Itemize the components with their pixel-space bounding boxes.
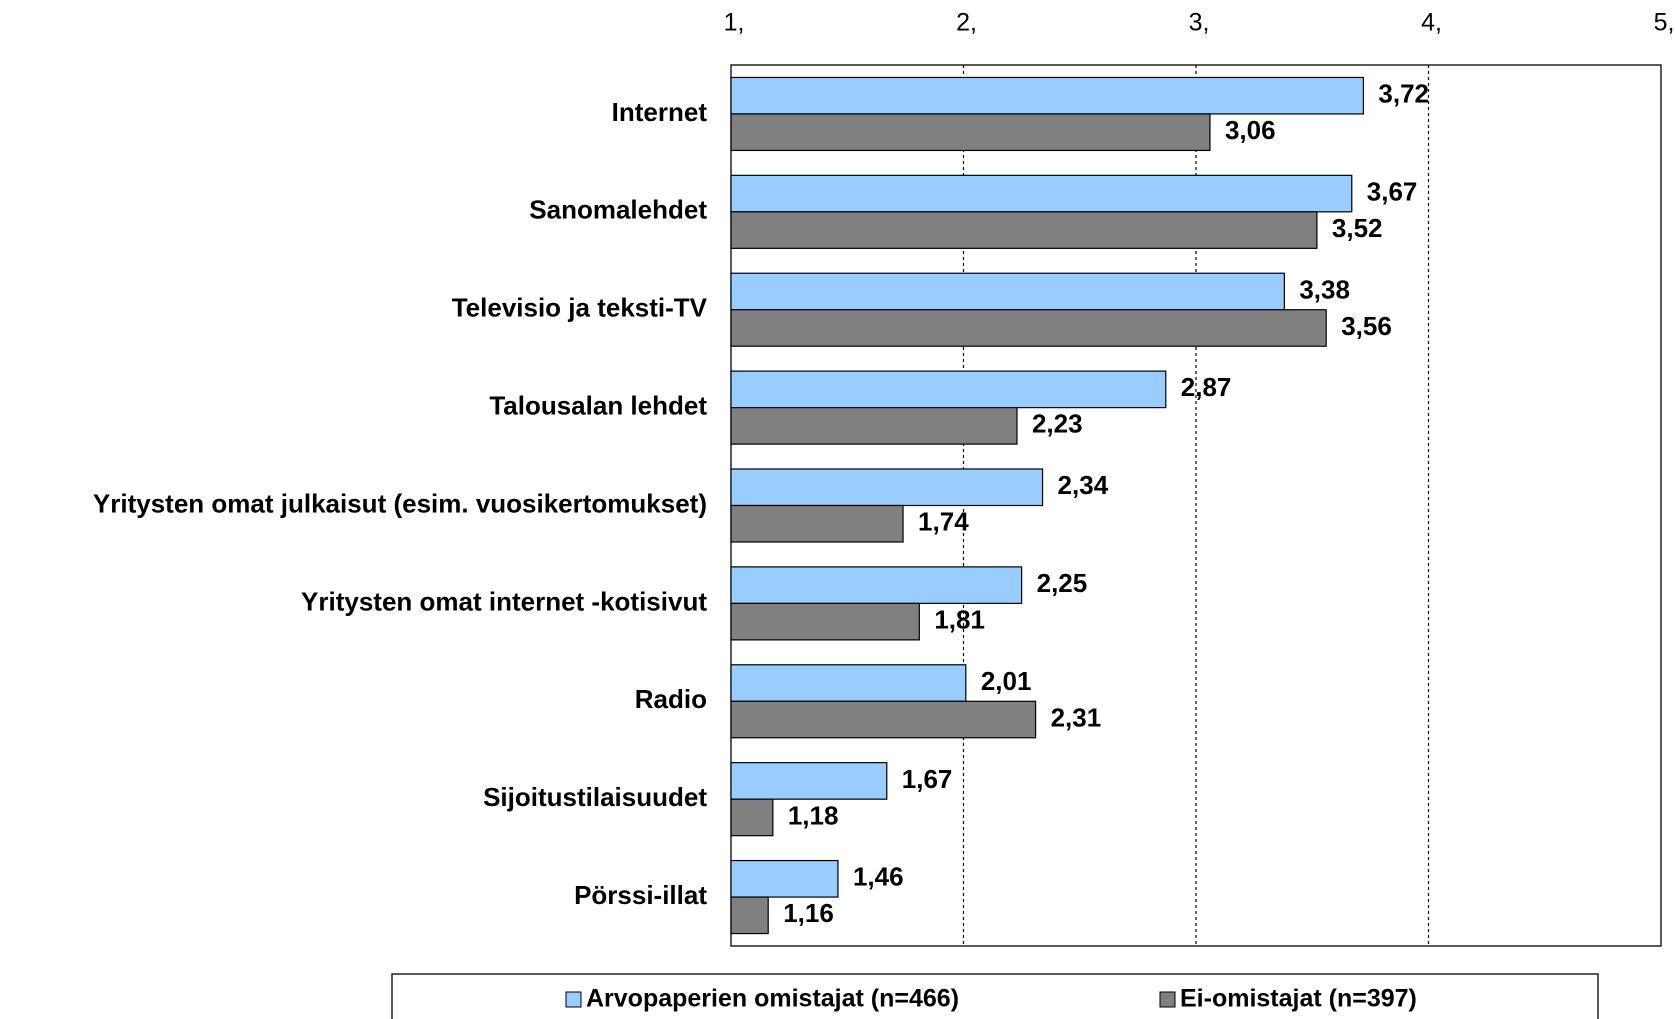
bar — [730, 407, 1018, 445]
value-label: 3,06 — [1225, 115, 1276, 145]
bar — [730, 309, 1327, 347]
category-label: Sijoitustilaisuudet — [483, 782, 707, 812]
value-label: 2,01 — [981, 666, 1032, 696]
legend-label: Ei-omistajat (n=397) — [1180, 985, 1417, 1013]
bar — [730, 504, 904, 543]
value-label: 1,67 — [902, 764, 953, 794]
legend-swatch — [1159, 991, 1176, 1008]
legend-label: Arvopaperien omistajat (n=466) — [586, 985, 959, 1013]
bar — [730, 896, 769, 935]
bar — [730, 566, 1023, 604]
bar — [730, 602, 920, 641]
legend-swatch — [565, 991, 582, 1008]
value-label: 2,23 — [1032, 409, 1083, 439]
x-tick-label: 1, — [724, 9, 745, 37]
category-label: Yritysten omat julkaisut (esim. vuosiker… — [93, 488, 707, 518]
value-label: 2,31 — [1051, 702, 1102, 732]
value-label: 1,16 — [783, 898, 834, 928]
category-label: Radio — [635, 684, 707, 714]
bar — [730, 798, 774, 837]
value-label: 2,34 — [1058, 470, 1109, 500]
bar — [730, 762, 888, 800]
value-label: 2,87 — [1181, 372, 1232, 402]
bar — [730, 664, 967, 702]
category-label: Pörssi-illat — [574, 880, 707, 910]
value-label: 1,81 — [934, 605, 985, 635]
bar — [730, 76, 1365, 115]
legend-box — [391, 973, 1599, 1019]
bar — [730, 113, 1211, 152]
x-tick-label: 4, — [1421, 9, 1442, 37]
value-label: 3,52 — [1332, 213, 1383, 243]
value-label: 3,72 — [1378, 79, 1429, 109]
bar — [730, 272, 1285, 311]
bar — [730, 174, 1353, 213]
x-tick-label: 5, — [1654, 9, 1675, 37]
bar — [730, 700, 1037, 739]
value-label: 3,38 — [1299, 274, 1350, 304]
value-label: 1,46 — [853, 862, 904, 892]
value-label: 3,56 — [1341, 311, 1392, 341]
x-tick-label: 3, — [1189, 9, 1210, 37]
category-label: Televisio ja teksti-TV — [452, 293, 708, 323]
bar — [730, 468, 1044, 507]
bar — [730, 859, 839, 898]
value-label: 1,74 — [918, 507, 969, 537]
value-label: 1,18 — [788, 800, 839, 830]
bar — [730, 370, 1167, 409]
bar — [730, 211, 1318, 249]
category-label: Internet — [612, 97, 708, 127]
value-label: 3,67 — [1367, 176, 1418, 206]
category-label: Talousalan lehdet — [489, 390, 707, 420]
value-label: 2,25 — [1037, 568, 1088, 598]
category-label: Sanomalehdet — [529, 195, 707, 225]
x-tick-label: 2, — [956, 9, 977, 37]
category-label: Yritysten omat internet -kotisivut — [301, 586, 707, 616]
